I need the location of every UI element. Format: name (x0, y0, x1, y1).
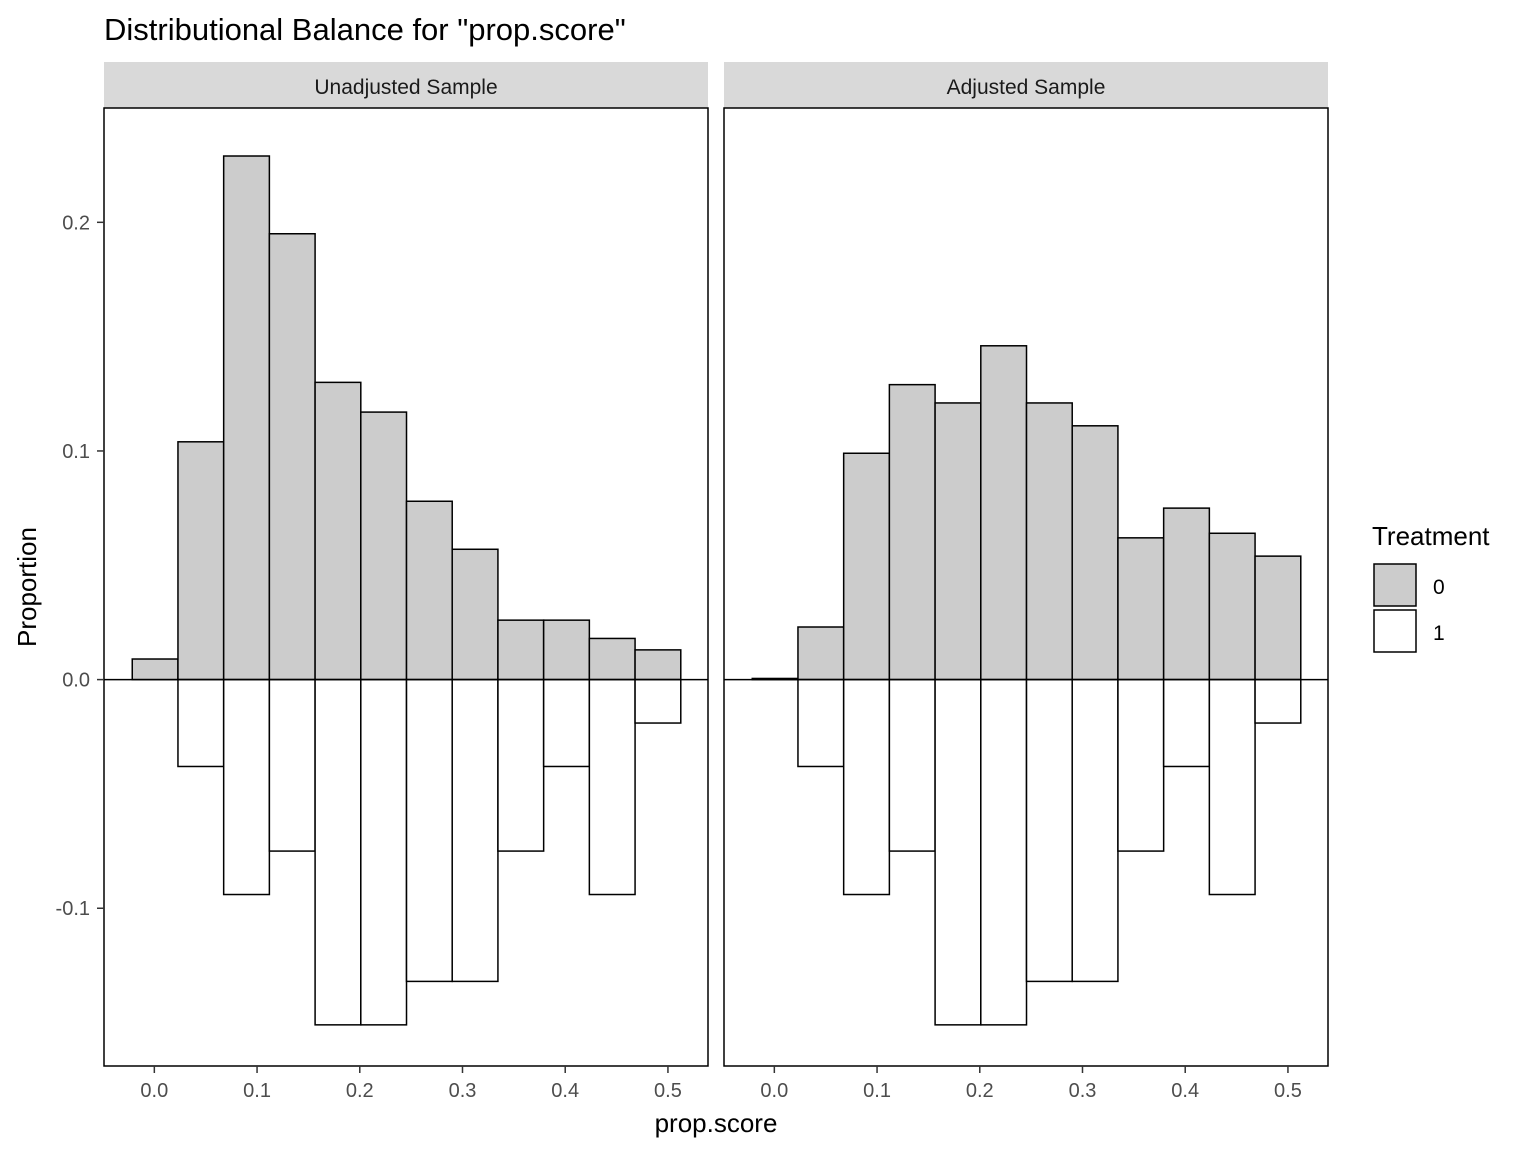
legend: Treatment 0 1 (1372, 521, 1490, 653)
bar-treatment-0 (222, 155, 271, 681)
bar-treatment-0 (314, 381, 362, 681)
bar-treatment-1 (1254, 678, 1302, 724)
panel-unadjusted-sample: Unadjusted Sample (103, 62, 709, 1067)
legend-label-0: 0 (1433, 576, 1445, 599)
bar-treatment-0 (1162, 507, 1211, 681)
bar-treatment-0 (588, 637, 636, 681)
bar-treatment-0 (268, 233, 316, 681)
bar-treatment-1 (888, 678, 936, 852)
bar-treatment-1 (1117, 678, 1165, 852)
y-tick-label: 0.1 (62, 441, 90, 463)
bar-treatment-0 (451, 548, 499, 681)
x-axis-adjusted: 0.0 0.1 0.2 0.3 0.4 0.5 (760, 1066, 1302, 1102)
bar-treatment-1 (497, 678, 545, 852)
bar-treatment-1 (360, 678, 408, 1026)
x-tick-label: 0.2 (966, 1080, 994, 1102)
bar-treatment-1 (797, 678, 845, 768)
bar-treatment-1 (268, 678, 316, 852)
bar-treatment-1 (1025, 678, 1073, 983)
bar-treatment-0 (1025, 402, 1073, 681)
strip-background (724, 62, 1328, 108)
y-axis: 0.2 0.1 0.0 -0.1 (56, 212, 104, 920)
chart-title: Distributional Balance for "prop.score" (104, 12, 626, 47)
bar-treatment-0 (177, 441, 225, 681)
x-tick-label: 0.0 (140, 1080, 168, 1102)
bar-treatment-1 (177, 678, 225, 768)
y-axis-title: Proportion (12, 527, 42, 647)
strip-label: Unadjusted Sample (314, 76, 497, 99)
bar-treatment-0 (497, 619, 545, 681)
bar-treatment-0 (1117, 537, 1165, 681)
bar-treatment-0 (980, 345, 1028, 681)
panel-border (103, 107, 709, 1067)
bar-treatment-1 (934, 678, 982, 1026)
x-tick-label: 0.5 (1274, 1080, 1302, 1102)
x-tick-label: 0.1 (243, 1080, 271, 1102)
panel-adjusted-sample: Adjusted Sample (723, 62, 1329, 1067)
bar-treatment-1 (451, 678, 499, 983)
panel-border (723, 107, 1329, 1067)
x-tick-label: 0.3 (1069, 1080, 1097, 1102)
bar-treatment-0 (360, 411, 408, 681)
bar-treatment-1 (634, 678, 682, 724)
strip-background (104, 62, 708, 108)
x-tick-label: 0.5 (654, 1080, 682, 1102)
bar-treatment-0 (542, 619, 591, 681)
x-tick-label: 0.4 (1171, 1080, 1199, 1102)
x-tick-label: 0.0 (760, 1080, 788, 1102)
bar-treatment-0 (934, 402, 982, 681)
bar-treatment-1 (588, 678, 636, 896)
bar-treatment-1 (1208, 678, 1256, 896)
bars-layer (104, 155, 708, 1026)
bar-treatment-0 (1071, 425, 1119, 681)
bar-treatment-0 (405, 500, 453, 681)
legend-key-1 (1373, 609, 1417, 653)
legend-label-1: 1 (1433, 622, 1445, 645)
legend-title: Treatment (1372, 521, 1490, 551)
y-tick-label: -0.1 (56, 898, 90, 920)
bar-treatment-0 (634, 649, 682, 681)
bar-treatment-1 (222, 678, 271, 896)
bar-treatment-0 (1208, 532, 1256, 681)
x-tick-label: 0.2 (346, 1080, 374, 1102)
bars-layer (724, 345, 1328, 1026)
bar-treatment-1 (314, 678, 362, 1026)
bar-treatment-1 (842, 678, 891, 896)
x-tick-label: 0.3 (449, 1080, 477, 1102)
x-axis-unadjusted: 0.0 0.1 0.2 0.3 0.4 0.5 (140, 1066, 682, 1102)
y-tick-label: 0.0 (62, 670, 90, 692)
bar-treatment-1 (542, 678, 591, 768)
bar-treatment-0 (131, 658, 179, 681)
bar-treatment-1 (1071, 678, 1119, 983)
bar-treatment-0 (888, 383, 936, 681)
bar-treatment-1 (405, 678, 453, 983)
x-tick-label: 0.4 (551, 1080, 579, 1102)
bar-treatment-0 (842, 452, 891, 681)
bar-treatment-1 (1162, 678, 1211, 768)
bar-treatment-1 (980, 678, 1028, 1026)
bar-treatment-0 (1254, 555, 1302, 681)
legend-key-0 (1373, 563, 1417, 607)
x-axis-title: prop.score (655, 1108, 778, 1138)
x-tick-label: 0.1 (863, 1080, 891, 1102)
strip-label: Adjusted Sample (947, 76, 1106, 99)
bar-treatment-0 (797, 626, 845, 681)
y-tick-label: 0.2 (62, 212, 90, 234)
